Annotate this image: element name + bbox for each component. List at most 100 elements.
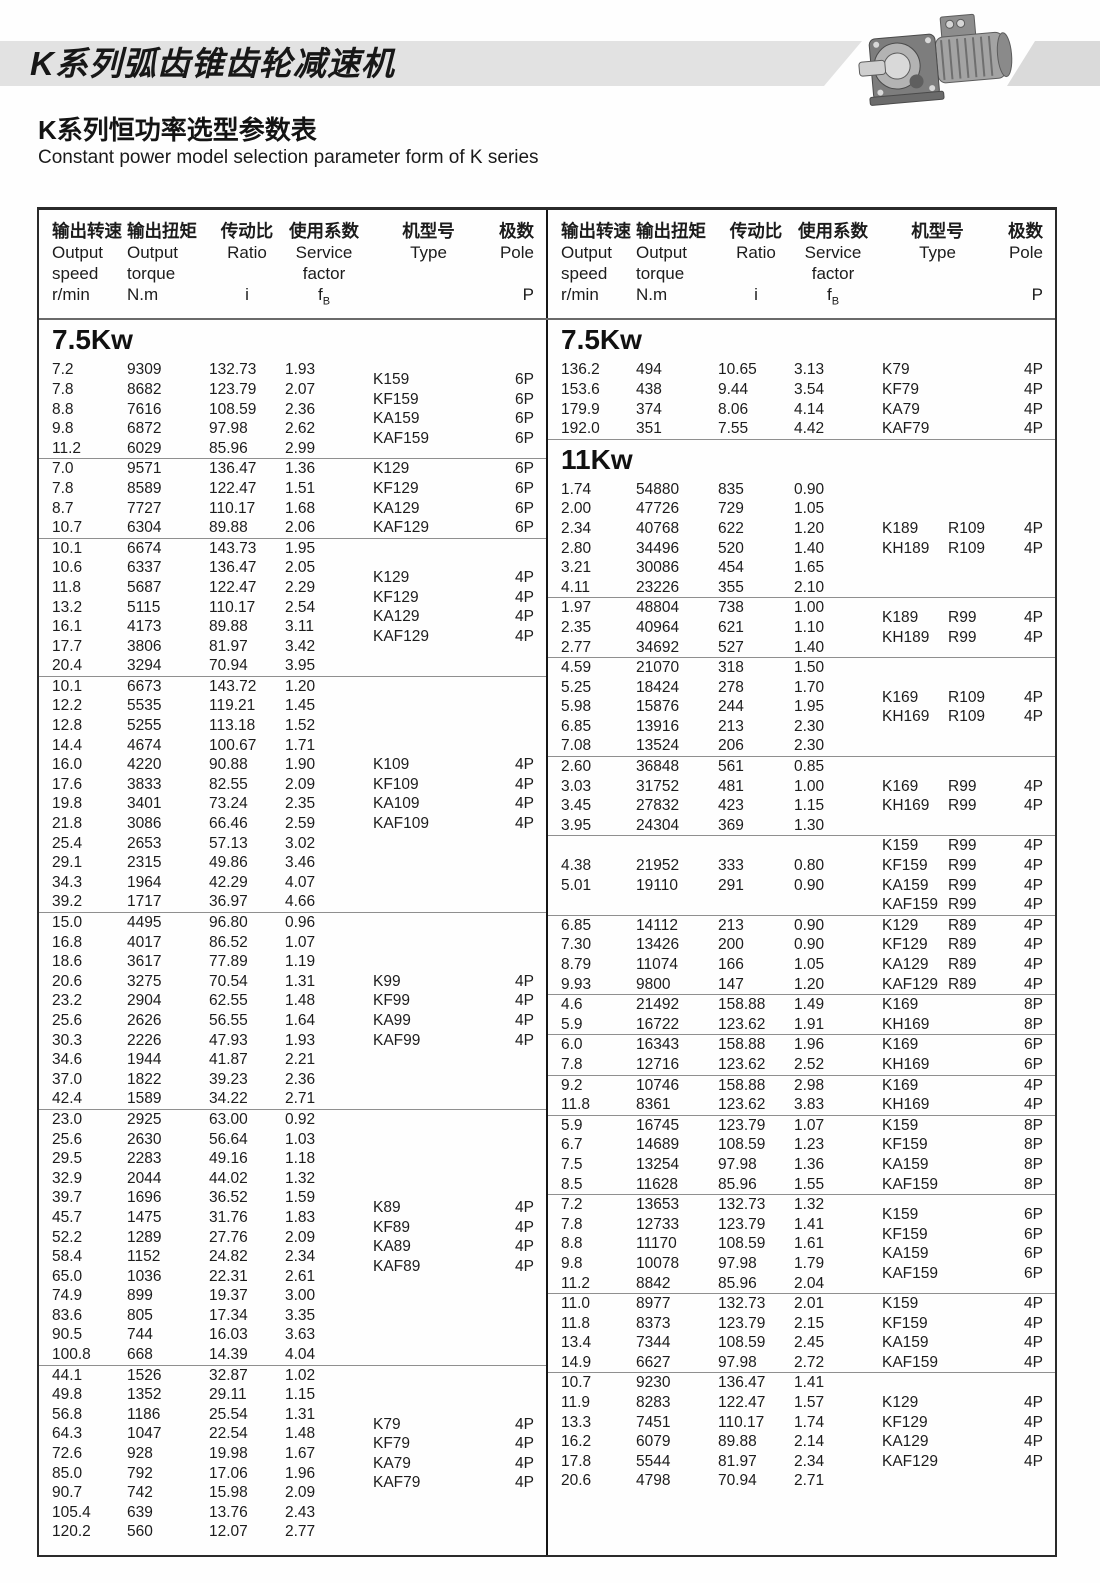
cell-pole: 4P <box>1024 628 1043 646</box>
cell-output-speed: 12.8 <box>52 717 83 735</box>
cell-output-torque: 928 <box>127 1445 153 1463</box>
cell-output-speed: 85.0 <box>52 1464 83 1482</box>
data-row: 2.77 34692 527 1.40 <box>548 638 872 658</box>
cell-ratio: 132.73 <box>209 361 257 379</box>
cell-service-factor: 0.90 <box>794 936 825 954</box>
cell-output-torque: 374 <box>636 400 662 418</box>
cell-type: KF129 <box>872 1413 1003 1433</box>
cell-pole: 6P <box>515 371 534 389</box>
cell-output-torque: 21070 <box>636 659 680 677</box>
cell-output-speed: 32.9 <box>52 1169 83 1187</box>
cell-output-torque: 3086 <box>127 815 162 833</box>
cell-service-factor: 1.07 <box>794 1116 825 1134</box>
cell-output-torque: 2653 <box>127 834 162 852</box>
cell-type: KA79 <box>363 1454 494 1474</box>
model-group: 1.74 54880 835 0.90 2.00 47726 729 1.05 2.34 4076… <box>548 480 1055 599</box>
cell-output-torque: 14689 <box>636 1136 680 1154</box>
type-model: KA159 <box>882 1245 929 1263</box>
data-row: 15.0 4495 96.80 0.96 <box>39 913 363 933</box>
cell-output-torque: 47726 <box>636 500 680 518</box>
data-row: 8.79 11074 166 1.05 <box>548 955 872 975</box>
type-rows-column: K159 8P KF159 8P KA159 8P KAF159 8P <box>872 1116 1055 1194</box>
cell-pole: 4P <box>1024 609 1043 627</box>
header-line <box>1003 263 1043 284</box>
type-row: KH169 4P <box>872 1095 1055 1115</box>
cell-output-torque: 494 <box>636 361 662 379</box>
column-header-ratio: 传动比 Ratio i <box>718 220 794 312</box>
type-model: K169 <box>882 1076 919 1094</box>
type-rows-column: K159 4P KF159 4P KA159 4P KAF159 4P <box>872 1294 1055 1372</box>
cell-ratio: 200 <box>718 936 744 954</box>
data-row: 20.6 3275 70.54 1.31 <box>39 972 363 992</box>
data-row: 19.8 3401 73.24 2.35 <box>39 794 363 814</box>
model-group: 4.6 21492 158.88 1.49 5.9 16722 123.62 1.91 K169… <box>548 995 1055 1036</box>
cell-ratio: 62.55 <box>209 992 248 1010</box>
cell-ratio: 520 <box>718 539 744 557</box>
cell-service-factor: 1.36 <box>794 1155 825 1173</box>
type-model: KF129 <box>882 1413 928 1431</box>
cell-service-factor: 1.19 <box>285 953 316 971</box>
data-row: 14.9 6627 97.98 2.72 <box>548 1353 872 1373</box>
cell-ratio: 15.98 <box>209 1484 248 1502</box>
column-header-service-factor: 使用系数 Service factor fB <box>794 220 872 312</box>
cell-service-factor: 1.05 <box>794 500 825 518</box>
cell-service-factor: 3.95 <box>285 657 316 675</box>
model-group: 136.2 494 10.65 3.13 153.6 438 9.44 3.54 179.9 37… <box>548 360 1055 440</box>
cell-output-speed: 1.74 <box>561 480 592 498</box>
cell-output-torque: 1475 <box>127 1208 162 1226</box>
cell-pole: 6P <box>1024 1036 1043 1054</box>
cell-service-factor: 2.14 <box>794 1433 825 1451</box>
cell-ratio: 85.96 <box>209 439 248 457</box>
cell-ratio: 132.73 <box>718 1196 766 1214</box>
cell-pole: 4P <box>1024 420 1043 438</box>
data-row: 29.5 2283 49.16 1.18 <box>39 1149 363 1169</box>
cell-service-factor: 1.55 <box>794 1175 825 1193</box>
cell-type: KF129 <box>363 588 494 608</box>
cell-ratio: 527 <box>718 638 744 656</box>
cell-ratio: 119.21 <box>209 697 256 715</box>
type-row: KAF159 8P <box>872 1175 1055 1195</box>
type-row: K169 8P <box>872 995 1055 1015</box>
cell-ratio: 34.22 <box>209 1090 248 1108</box>
type-model: K79 <box>373 1415 401 1433</box>
cell-pole: 4P <box>515 627 534 645</box>
data-row: 49.8 1352 29.11 1.15 <box>39 1385 363 1405</box>
cell-service-factor: 2.59 <box>285 815 316 833</box>
cell-output-torque: 1717 <box>127 893 162 911</box>
cell-output-torque: 10746 <box>636 1076 680 1094</box>
type-model: K109 <box>373 756 410 774</box>
type-row: KAF79 4P <box>363 1473 546 1493</box>
type-row: K189 R99 4P <box>872 608 1055 628</box>
data-row: 39.7 1696 36.52 1.59 <box>39 1188 363 1208</box>
data-row: 52.2 1289 27.76 2.09 <box>39 1228 363 1248</box>
cell-service-factor: 3.35 <box>285 1306 316 1324</box>
cell-output-speed: 2.35 <box>561 618 592 636</box>
header-line <box>718 263 794 284</box>
section-title-zh: K系列恒功率选型参数表 <box>38 115 317 145</box>
cell-output-speed: 3.45 <box>561 797 592 815</box>
type-row: KA129 R89 4P <box>872 955 1055 975</box>
cell-ratio: 12.07 <box>209 1523 248 1541</box>
cell-output-speed: 16.2 <box>561 1433 592 1451</box>
type-model: KAF129 <box>882 975 939 993</box>
model-group: 4.59 21070 318 1.50 5.25 18424 278 1.70 5.98 1587… <box>548 658 1055 758</box>
cell-type: K129 <box>363 568 494 588</box>
data-row: 65.0 1036 22.31 2.61 <box>39 1267 363 1287</box>
cell-ratio: 70.54 <box>209 972 248 990</box>
column-header-pole: 极数 Pole P <box>1003 220 1055 312</box>
data-rows-column: 9.2 10746 158.88 2.98 11.8 8361 123.62 3.83 <box>548 1076 872 1115</box>
cell-output-speed: 39.7 <box>52 1189 83 1207</box>
type-row: KAF79 4P <box>872 419 1055 439</box>
type-row: KA79 4P <box>363 1454 546 1474</box>
cell-output-torque: 2226 <box>127 1031 162 1049</box>
type-model: KF99 <box>373 992 411 1010</box>
header-line <box>363 284 494 305</box>
header-line: Service <box>295 243 353 262</box>
data-row: 4.38 21952 333 0.80 <box>548 856 872 876</box>
type-model: KA159 <box>882 1334 929 1352</box>
cell-output-torque: 30086 <box>636 559 680 577</box>
cell-output-speed: 136.2 <box>561 361 600 379</box>
cell-ratio: 73.24 <box>209 795 248 813</box>
cell-type: KAF129 R89 <box>872 975 1003 995</box>
cell-output-speed: 3.21 <box>561 559 592 577</box>
